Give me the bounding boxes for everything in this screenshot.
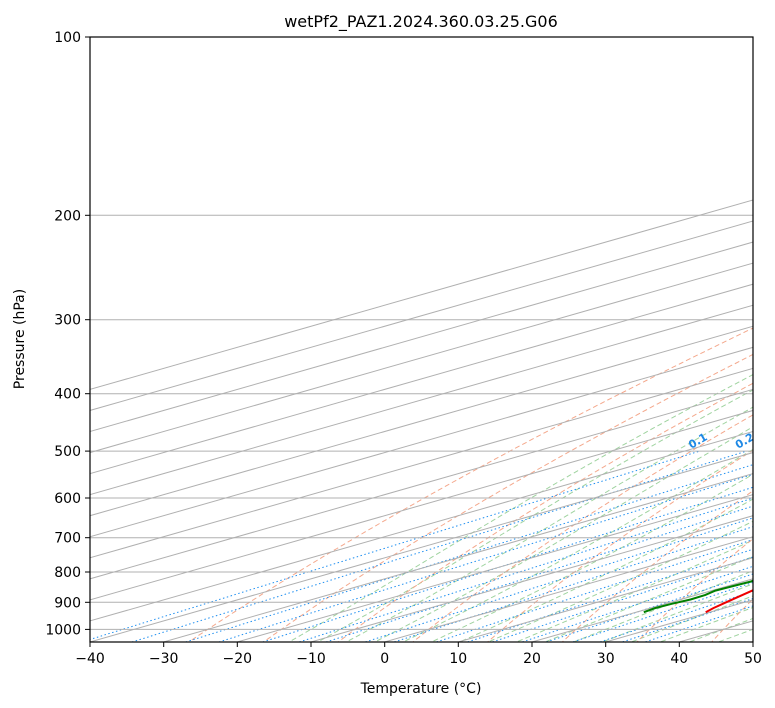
- dry-adiabat-line: [187, 327, 753, 642]
- x-tick-label: 20: [523, 651, 541, 667]
- y-axis-ticks: 100 200 300 400 500 600 700 800 900 1000: [45, 30, 90, 638]
- x-tick-label: −40: [75, 651, 105, 667]
- x-axis-title: Temperature (°C): [360, 681, 482, 697]
- x-tick-label: −30: [149, 651, 179, 667]
- x-tick-label: 40: [670, 651, 688, 667]
- isotherm-line: [161, 473, 753, 642]
- x-axis-ticks: −40 −30 −20 −10 0 10 20 30 40 50: [75, 642, 762, 667]
- y-tick-label: 100: [54, 30, 81, 46]
- mixing-ratio-line: [490, 556, 753, 642]
- isotherm-line: [90, 452, 753, 642]
- y-tick-label: 700: [54, 531, 81, 547]
- y-tick-label: 500: [54, 444, 81, 460]
- x-tick-label: 50: [744, 651, 762, 667]
- isotherms: [90, 199, 753, 642]
- isotherm-line: [90, 241, 753, 433]
- y-tick-label: 200: [54, 208, 81, 224]
- x-tick-label: 30: [597, 651, 615, 667]
- mixing-ratio-line: [297, 497, 753, 642]
- isotherm-line: [90, 325, 753, 517]
- plot-area: 0.10.20.40.611.52346810131620253036-100-…: [90, 37, 753, 642]
- isotherm-line: [309, 515, 753, 642]
- x-tick-label: 0: [380, 651, 389, 667]
- mixing-ratio-line: [434, 539, 753, 642]
- isotherm-line: [90, 304, 753, 496]
- chart-title: wetPf2_PAZ1.2024.360.03.25.G06: [284, 12, 558, 32]
- dry-adiabat-line: [337, 382, 753, 642]
- y-tick-label: 900: [54, 595, 81, 611]
- plot-frame: [89, 36, 754, 643]
- isotherm-line: [90, 262, 753, 454]
- isotherm-line: [90, 199, 753, 390]
- moist-adiabat-line: [316, 389, 753, 642]
- y-axis-title: Pressure (hPa): [12, 289, 28, 389]
- mixing-ratio-line: [90, 450, 700, 640]
- y-tick-label: 1000: [45, 622, 81, 638]
- isotherm-line: [90, 430, 753, 622]
- isotherm-line: [235, 494, 753, 642]
- isotherm-line: [90, 283, 753, 475]
- y-tick-label: 600: [54, 491, 81, 507]
- pressure-gridlines: [90, 37, 753, 630]
- isotherm-line: [382, 536, 753, 642]
- y-tick-label: 800: [54, 565, 81, 581]
- y-tick-label: 400: [54, 387, 81, 403]
- isotherm-line: [90, 409, 753, 601]
- x-tick-label: −10: [296, 651, 326, 667]
- isotherm-line: [90, 388, 753, 580]
- isotherm-line: [90, 220, 753, 411]
- x-tick-label: 10: [449, 651, 467, 667]
- x-tick-label: −20: [223, 651, 253, 667]
- isotherm-line: [90, 367, 753, 559]
- y-tick-label: 300: [54, 313, 81, 329]
